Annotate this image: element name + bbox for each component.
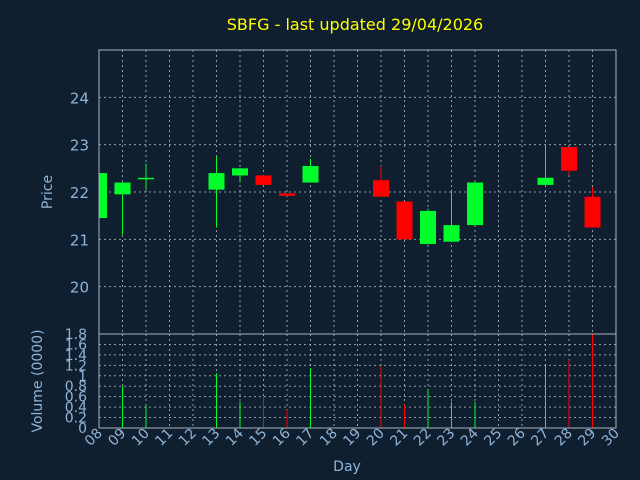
x-tick-label: 10 [129, 426, 153, 450]
price-tick-label: 24 [70, 89, 89, 107]
x-tick-label: 14 [223, 425, 247, 449]
candle-body [561, 147, 577, 171]
x-tick-label: 29 [575, 426, 599, 450]
price-tick-label: 23 [70, 137, 89, 155]
candle-body [279, 193, 295, 196]
candle-body [208, 173, 225, 190]
x-tick-label: 28 [552, 426, 576, 450]
x-tick-label: 09 [105, 426, 129, 450]
volume-tick-label: 0.4 [65, 400, 87, 416]
candle-body [396, 201, 413, 240]
volume-tick-label: 1.2 [65, 358, 87, 374]
candle-body [467, 182, 483, 226]
volume-layer [98, 334, 593, 428]
volume-tick-label: 0.8 [65, 379, 87, 395]
candle-body [584, 196, 601, 228]
x-tick-label: 26 [505, 425, 529, 449]
x-tick-label: 21 [387, 426, 411, 450]
volume-tick-label: 0 [78, 421, 87, 437]
candle-body [537, 177, 554, 185]
chart-title: SBFG - last updated 29/04/2026 [227, 15, 483, 34]
x-tick-label: 13 [199, 426, 223, 450]
x-tick-label: 12 [176, 426, 200, 450]
x-tick-label: 25 [481, 426, 505, 450]
x-tick-label: 23 [434, 426, 458, 450]
candle-body [114, 182, 131, 195]
x-tick-label: 11 [152, 426, 176, 450]
x-tick-label: 24 [458, 425, 482, 449]
x-tick-label: 22 [411, 426, 435, 450]
x-tick-label: 16 [270, 425, 294, 449]
x-axis-label: Day [333, 459, 361, 475]
x-tick-label: 19 [340, 426, 364, 450]
price-axis-label: Price [40, 175, 56, 209]
x-tick-label: 27 [528, 426, 552, 450]
volume-tick-label: 0.6 [65, 390, 87, 406]
volume-tick-label: 1.8 [65, 327, 87, 343]
candle-layer [98, 147, 601, 245]
volume-axis-label: Volume (0000) [30, 329, 46, 432]
price-tick-label: 20 [70, 279, 89, 297]
candle-body [138, 177, 154, 180]
volume-tick-label: 1.6 [65, 337, 87, 353]
price-tick-label: 21 [70, 231, 89, 249]
candle-body [99, 173, 107, 219]
candle-body [302, 165, 319, 183]
candle-body [373, 180, 389, 197]
candle-body [255, 175, 272, 185]
volume-tick-label: 1 [78, 369, 87, 385]
candle-body [420, 210, 436, 245]
x-tick-label: 30 [599, 426, 623, 450]
x-tick-label: 17 [293, 426, 317, 450]
price-tick-label: 22 [70, 184, 89, 202]
candle-body [443, 225, 460, 242]
label-layer: SBFG - last updated 29/04/2026 Price Vol… [30, 15, 483, 475]
x-tick-label: 18 [317, 426, 341, 450]
volume-plot-frame [98, 333, 617, 429]
x-tick-label: 20 [364, 426, 388, 450]
candle-body [232, 168, 248, 176]
volume-tick-label: 1.4 [65, 348, 87, 364]
grid-layer [98, 50, 617, 428]
x-tick-label: 15 [246, 426, 270, 450]
volume-tick-label: 0.2 [65, 411, 87, 427]
